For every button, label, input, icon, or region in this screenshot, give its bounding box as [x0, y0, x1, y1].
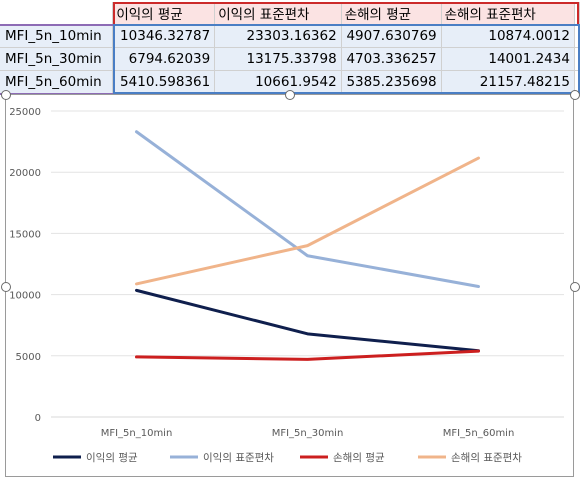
legend-label: 손해의 평균 [333, 451, 385, 464]
resize-handle-top-right[interactable] [570, 90, 580, 100]
header-cell[interactable]: 손해의 표준편차 [441, 2, 575, 25]
legend[interactable]: 이익의 평균 이익의 표준편차 손해의 평균 손해의 표준편차 [53, 451, 522, 464]
x-axis-labels: MFI_5n_10min MFI_5n_30min MFI_5n_60min [101, 428, 515, 439]
legend-label: 이익의 표준편차 [203, 451, 274, 464]
header-cell[interactable]: 이익의 표준편차 [214, 2, 342, 25]
y-tick-label: 0 [35, 413, 41, 424]
x-tick-label: MFI_5n_10min [101, 428, 173, 439]
series-line [135, 130, 480, 288]
table-row: MFI_5n_30min 6794.62039 13175.33798 4703… [0, 47, 580, 71]
resize-handle-right[interactable] [570, 282, 580, 292]
resize-handle-left[interactable] [1, 282, 11, 292]
value-cell[interactable]: 21157.48215 [441, 70, 575, 94]
spreadsheet-range: 이익의 평균 이익의 표준편차 손해의 평균 손해의 표준편차 MFI_5n_1… [0, 0, 580, 95]
y-tick-label: 10000 [9, 291, 41, 302]
resize-handle-top[interactable] [285, 90, 295, 100]
legend-label: 손해의 표준편차 [451, 451, 522, 464]
legend-label: 이익의 평균 [86, 452, 138, 464]
row-label-cell[interactable]: MFI_5n_60min [0, 70, 114, 94]
empty-cell[interactable] [574, 47, 580, 71]
value-cell[interactable]: 10874.0012 [441, 24, 575, 48]
value-cell[interactable]: 10346.32787 [112, 24, 216, 48]
value-cell[interactable]: 14001.2434 [441, 47, 575, 71]
y-axis-labels: 0 5000 10000 15000 20000 25000 [9, 107, 41, 424]
corner-cell[interactable] [0, 2, 114, 25]
series-line [135, 156, 480, 286]
line-chart[interactable]: 0 5000 10000 15000 20000 25000 MFI_5n_10min MF… [5, 94, 574, 477]
series-lines [135, 130, 480, 361]
header-row: 이익의 평균 이익의 표준편차 손해의 평균 손해의 표준편차 [0, 2, 580, 25]
value-cell[interactable]: 13175.33798 [214, 47, 342, 71]
value-cell[interactable]: 10661.9542 [214, 70, 342, 94]
row-label-cell[interactable]: MFI_5n_10min [0, 24, 114, 48]
y-tick-label: 25000 [9, 107, 41, 118]
data-table: 이익의 평균 이익의 표준편차 손해의 평균 손해의 표준편차 MFI_5n_1… [0, 2, 580, 94]
value-cell[interactable]: 4703.336257 [341, 47, 442, 71]
row-label-cell[interactable]: MFI_5n_30min [0, 47, 114, 71]
table-row: MFI_5n_60min 5410.598361 10661.9542 5385… [0, 70, 580, 94]
value-cell[interactable]: 6794.62039 [112, 47, 216, 71]
resize-handle-top-left[interactable] [1, 90, 11, 100]
empty-cell[interactable] [574, 24, 580, 48]
series-line [135, 349, 480, 361]
empty-cell[interactable] [574, 2, 580, 25]
x-tick-label: MFI_5n_60min [443, 428, 515, 439]
series-line [135, 288, 480, 353]
value-cell[interactable]: 23303.16362 [214, 24, 342, 48]
y-tick-label: 15000 [9, 229, 41, 240]
value-cell[interactable]: 5385.235698 [341, 70, 442, 94]
x-tick-label: MFI_5n_30min [272, 428, 344, 439]
table-row: MFI_5n_10min 10346.32787 23303.16362 490… [0, 24, 580, 48]
gridlines [51, 110, 564, 418]
y-tick-label: 5000 [16, 352, 41, 363]
value-cell[interactable]: 5410.598361 [112, 70, 216, 94]
header-cell[interactable]: 손해의 평균 [341, 2, 442, 25]
header-cell[interactable]: 이익의 평균 [112, 2, 216, 25]
value-cell[interactable]: 4907.630769 [341, 24, 442, 48]
y-tick-label: 20000 [9, 168, 41, 179]
